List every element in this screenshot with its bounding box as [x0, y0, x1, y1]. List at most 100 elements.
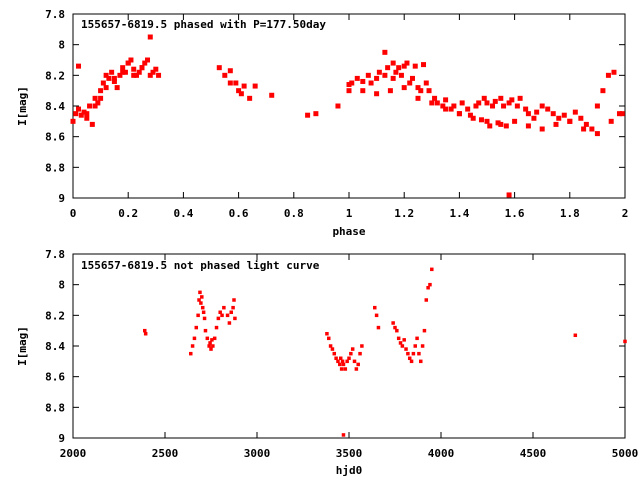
data-point [70, 118, 76, 124]
data-point [346, 82, 352, 88]
data-point [305, 112, 311, 118]
data-point [374, 91, 380, 97]
data-point [220, 313, 224, 318]
data-point [201, 310, 206, 315]
data-point [467, 112, 473, 118]
data-point [443, 97, 449, 103]
data-point [420, 344, 425, 348]
data-point [339, 367, 344, 371]
data-points [70, 34, 625, 198]
data-point [84, 111, 90, 117]
data-point [111, 75, 117, 81]
data-point [398, 72, 404, 78]
x-tick-label: 1.6 [505, 207, 525, 220]
data-point [456, 111, 462, 117]
x-tick-label: 0.2 [118, 207, 138, 220]
data-point [231, 305, 235, 310]
data-point [484, 118, 490, 124]
data-point [334, 356, 338, 361]
data-point [418, 88, 424, 94]
data-point [432, 95, 438, 101]
x-tick-label: 2000 [60, 447, 87, 460]
x-tick-label: 1.4 [449, 207, 469, 220]
data-point [341, 433, 346, 437]
data-point [451, 103, 457, 109]
x-tick-label: 4500 [520, 447, 547, 460]
data-point [114, 85, 120, 91]
x-tick-label: 1.2 [394, 207, 414, 220]
data-point [340, 359, 345, 364]
data-point [424, 298, 429, 302]
data-point [232, 298, 236, 302]
data-point [241, 83, 247, 89]
data-point [578, 115, 584, 121]
x-tick-label: 0.4 [173, 207, 193, 220]
data-point [553, 121, 559, 127]
data-point [214, 325, 219, 330]
data-point [233, 80, 239, 86]
data-point [81, 109, 87, 115]
data-point [406, 351, 410, 356]
data-point [98, 88, 104, 94]
data-point [470, 115, 476, 121]
data-point [335, 103, 341, 109]
data-point [139, 65, 145, 71]
data-point [581, 126, 587, 132]
data-point [473, 103, 479, 109]
data-point [402, 338, 406, 342]
data-point [539, 103, 545, 109]
data-point [341, 362, 346, 367]
x-tick-label: 1.8 [560, 207, 580, 220]
y-tick-label: 8.4 [45, 100, 65, 113]
data-point [350, 347, 355, 351]
data-point [430, 267, 434, 272]
data-point [503, 123, 509, 129]
data-point [373, 305, 377, 310]
data-point [476, 100, 482, 106]
data-point [360, 344, 364, 348]
data-point [120, 69, 126, 75]
data-point [396, 65, 402, 71]
data-point [440, 103, 446, 109]
data-point [419, 359, 423, 364]
data-point [619, 111, 625, 117]
data-point [218, 310, 222, 315]
data-point [374, 313, 379, 318]
y-tick-label: 7.8 [45, 8, 65, 21]
data-point [498, 95, 504, 101]
data-point [623, 339, 627, 344]
chart-1: 0 0.2 0.4 0.6 0.8 1 1.2 1.4 1.6 1.8 2 7.8 8 8.2 8.4 8.6… [16, 8, 628, 238]
data-point [412, 63, 418, 69]
data-point [198, 290, 202, 295]
data-point [145, 57, 151, 63]
data-point [401, 85, 407, 91]
data-point [150, 69, 156, 75]
data-point [401, 63, 407, 69]
data-point [338, 362, 342, 367]
chart-title: 155657-6819.5 phased with P=177.50day [81, 18, 326, 31]
data-point [111, 78, 117, 84]
data-point [415, 336, 419, 341]
data-point [583, 121, 589, 127]
data-point [128, 57, 134, 63]
y-tick-label: 8 [58, 39, 65, 52]
data-point [336, 359, 340, 364]
data-point [391, 321, 395, 325]
data-point [338, 356, 343, 361]
x-tick-label: 0.6 [229, 207, 249, 220]
y-tick-label: 8.8 [45, 401, 65, 414]
x-tick-label: 2 [622, 207, 629, 220]
data-point [136, 69, 142, 75]
data-point [407, 80, 413, 86]
data-point [382, 72, 388, 78]
data-point [92, 95, 98, 101]
data-point [236, 88, 242, 94]
data-point [409, 359, 414, 364]
y-tick-label: 8.2 [45, 69, 65, 82]
data-point [517, 95, 523, 101]
x-tick-label: 2500 [152, 447, 179, 460]
data-point [594, 103, 600, 109]
data-point [360, 88, 366, 94]
y-tick-label: 8.4 [45, 340, 65, 353]
data-point [434, 100, 440, 106]
